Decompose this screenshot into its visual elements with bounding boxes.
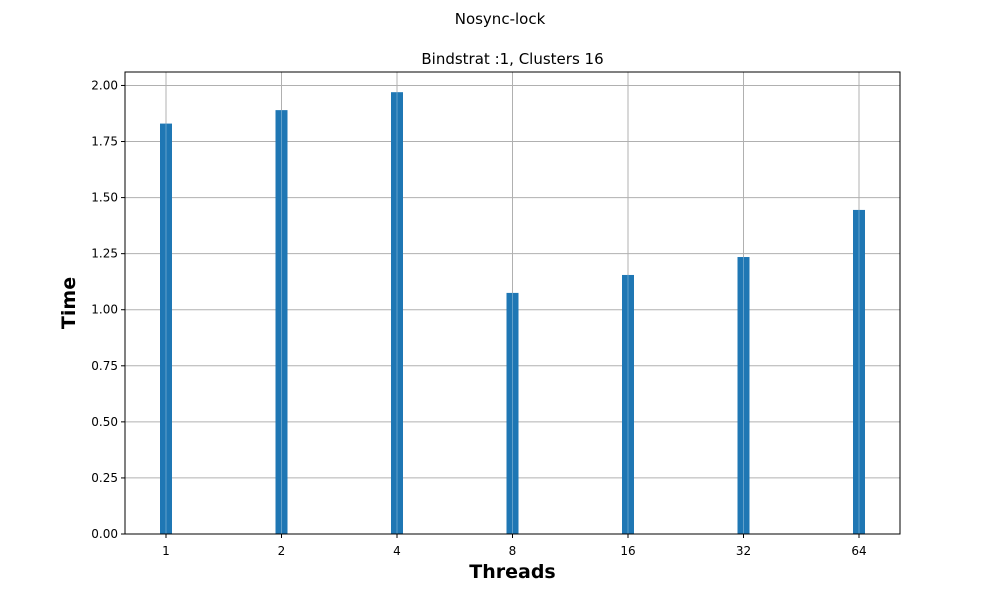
x-tick-label: 4	[393, 544, 401, 558]
chart-suptitle: Nosync-lock	[455, 10, 546, 28]
x-tick-label: 32	[736, 544, 751, 558]
y-tick-label: 1.75	[91, 135, 118, 149]
y-tick-label: 0.75	[91, 359, 118, 373]
x-tick-label: 2	[278, 544, 286, 558]
y-axis-label: Time	[58, 277, 80, 329]
x-tick-label: 1	[162, 544, 170, 558]
y-tick-label: 0.50	[91, 415, 118, 429]
y-tick-label: 2.00	[91, 78, 118, 92]
y-tick-label: 0.25	[91, 471, 118, 485]
x-tick-label: 16	[620, 544, 635, 558]
y-tick-label: 1.50	[91, 191, 118, 205]
x-axis-label: Threads	[469, 561, 555, 583]
x-tick-label: 8	[509, 544, 517, 558]
y-tick-label: 1.25	[91, 247, 118, 261]
y-tick-label: 1.00	[91, 303, 118, 317]
axis-ticks: 0.00 0.25 0.50 0.75 1.00 1.25 1.50 1.75 2.00 1 2 4 8…	[91, 78, 866, 558]
y-tick-label: 0.00	[91, 527, 118, 541]
x-tick-label: 64	[851, 544, 866, 558]
chart-title: Bindstrat :1, Clusters 16	[421, 50, 603, 68]
bars	[160, 92, 865, 535]
